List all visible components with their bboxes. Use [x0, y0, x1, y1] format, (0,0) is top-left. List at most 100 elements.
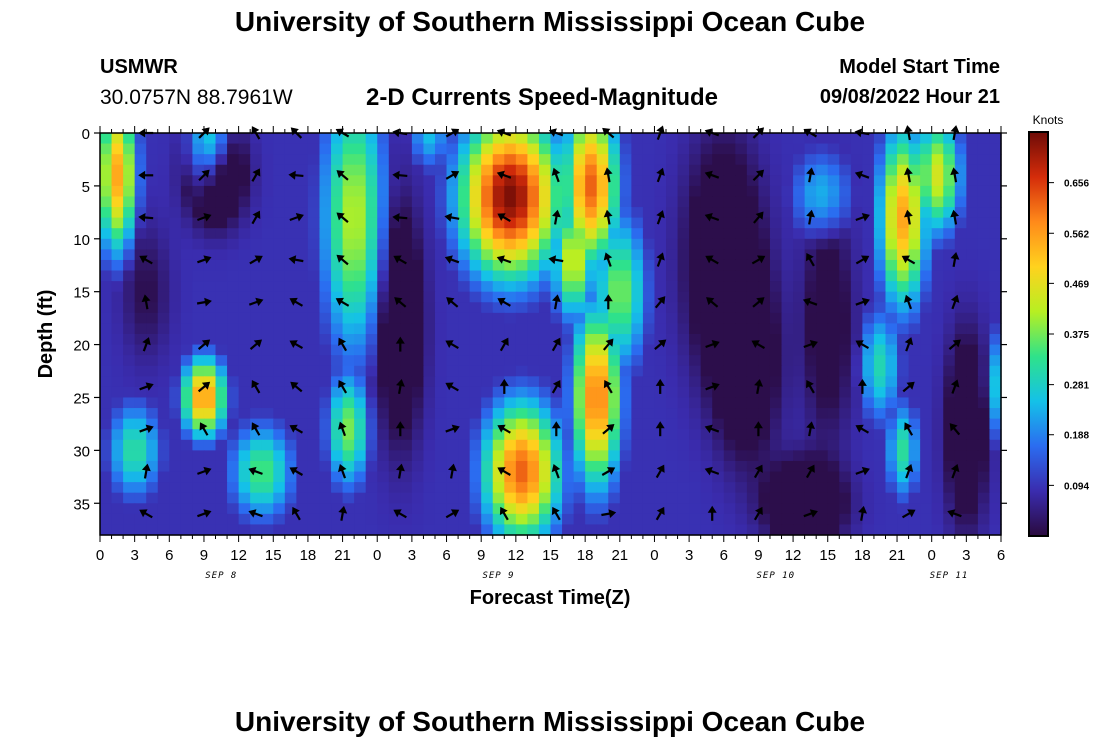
- heatmap-cell: [273, 450, 286, 462]
- heatmap-cell: [111, 450, 124, 462]
- heatmap-cell: [157, 196, 170, 208]
- heatmap-cell: [307, 376, 321, 388]
- heatmap-cell: [989, 365, 1002, 377]
- current-vector-arrow: [499, 506, 509, 521]
- current-vector-arrow: [656, 125, 665, 140]
- heatmap-cell: [123, 217, 136, 229]
- heatmap-cell: [793, 334, 806, 346]
- colorbar-tick-label: 0.188: [1064, 431, 1089, 442]
- heatmap-cell: [527, 259, 540, 272]
- heatmap-cell: [689, 408, 702, 420]
- heatmap-cell: [989, 450, 1002, 462]
- heatmap-cell: [666, 291, 679, 303]
- heatmap-cell: [377, 185, 390, 198]
- heatmap-cell: [897, 154, 910, 166]
- heatmap-cell: [342, 259, 355, 272]
- heatmap-cell: [123, 365, 136, 377]
- heatmap-cell: [342, 270, 355, 282]
- heatmap-cell: [758, 482, 771, 494]
- heatmap-cell: [492, 196, 505, 208]
- heatmap-cell: [839, 397, 852, 409]
- heatmap-cell: [804, 503, 817, 515]
- heatmap-cell: [319, 418, 332, 430]
- heatmap-cell: [319, 429, 332, 441]
- heatmap-cell: [238, 471, 251, 483]
- heatmap-cell: [538, 143, 552, 155]
- heatmap-cell: [100, 217, 113, 229]
- heatmap-cell: [227, 386, 240, 399]
- heatmap-cell: [469, 133, 482, 145]
- heatmap-cell: [319, 196, 332, 208]
- heatmap-cell: [793, 376, 806, 388]
- colorbar-label: Knots: [1033, 113, 1064, 127]
- heatmap-cell: [943, 196, 956, 208]
- heatmap-cell: [307, 259, 321, 272]
- heatmap-cell: [261, 492, 274, 504]
- heatmap-cell: [873, 196, 887, 208]
- heatmap-cell: [481, 143, 494, 155]
- heatmap-cell: [700, 492, 713, 504]
- heatmap-cell: [873, 217, 887, 229]
- heatmap-cell: [943, 386, 956, 399]
- x-tick-label: 15: [265, 547, 282, 564]
- heatmap-cell: [180, 175, 194, 187]
- heatmap-cell: [723, 365, 736, 377]
- heatmap-cell: [989, 524, 1002, 536]
- heatmap-cell: [666, 386, 679, 399]
- heatmap-cell: [585, 355, 598, 367]
- heatmap-cell: [966, 228, 979, 240]
- heatmap-cell: [769, 429, 783, 441]
- heatmap-cell: [492, 312, 505, 325]
- heatmap-cell: [931, 418, 944, 430]
- heatmap-cell: [446, 471, 459, 483]
- heatmap-cell: [515, 249, 528, 261]
- y-tick-label: 35: [73, 496, 90, 513]
- heatmap-cell: [307, 397, 321, 409]
- heatmap-cell: [434, 418, 448, 430]
- heatmap-cell: [700, 175, 713, 187]
- current-vector-arrow: [392, 170, 408, 180]
- heatmap-cell: [365, 386, 378, 399]
- heatmap-cell: [134, 291, 147, 303]
- heatmap-cell: [793, 418, 806, 430]
- heatmap-cell: [492, 228, 505, 240]
- heatmap-cell: [377, 312, 390, 325]
- heatmap-cell: [319, 492, 332, 504]
- heatmap-cell: [146, 323, 159, 335]
- heatmap-cell: [596, 238, 609, 250]
- heatmap-cell: [469, 217, 482, 229]
- heatmap-cell: [203, 291, 217, 303]
- heatmap-cell: [458, 450, 471, 462]
- heatmap-cell: [180, 312, 194, 325]
- heatmap-cell: [111, 482, 124, 494]
- heatmap-cell: [735, 503, 748, 515]
- heatmap-cell: [134, 460, 147, 473]
- heatmap-cell: [192, 238, 205, 250]
- heatmap-cell: [342, 143, 355, 155]
- heatmap-cell: [746, 355, 760, 367]
- heatmap-cell: [481, 513, 494, 526]
- heatmap-cell: [827, 249, 840, 261]
- heatmap-cell: [192, 344, 205, 356]
- heatmap-cell: [319, 217, 332, 229]
- heatmap-cell: [954, 164, 967, 176]
- heatmap-cell: [585, 418, 598, 430]
- heatmap-cell: [642, 133, 656, 145]
- heatmap-cell: [839, 281, 852, 293]
- heatmap-cell: [596, 439, 609, 451]
- heatmap-cell: [169, 196, 182, 208]
- heatmap-cell: [642, 334, 656, 346]
- heatmap-cell: [619, 460, 632, 473]
- heatmap-cell: [481, 164, 494, 176]
- heatmap-cell: [307, 154, 321, 166]
- heatmap-cell: [769, 450, 783, 462]
- heatmap-cell: [481, 376, 494, 388]
- heatmap-cell: [261, 482, 274, 494]
- heatmap-cell: [169, 249, 182, 261]
- heatmap-cell: [342, 238, 355, 250]
- heatmap-cell: [377, 408, 390, 420]
- heatmap-cell: [666, 513, 679, 526]
- heatmap-cell: [931, 133, 944, 145]
- heatmap-cell: [250, 492, 263, 504]
- heatmap-cell: [180, 323, 194, 335]
